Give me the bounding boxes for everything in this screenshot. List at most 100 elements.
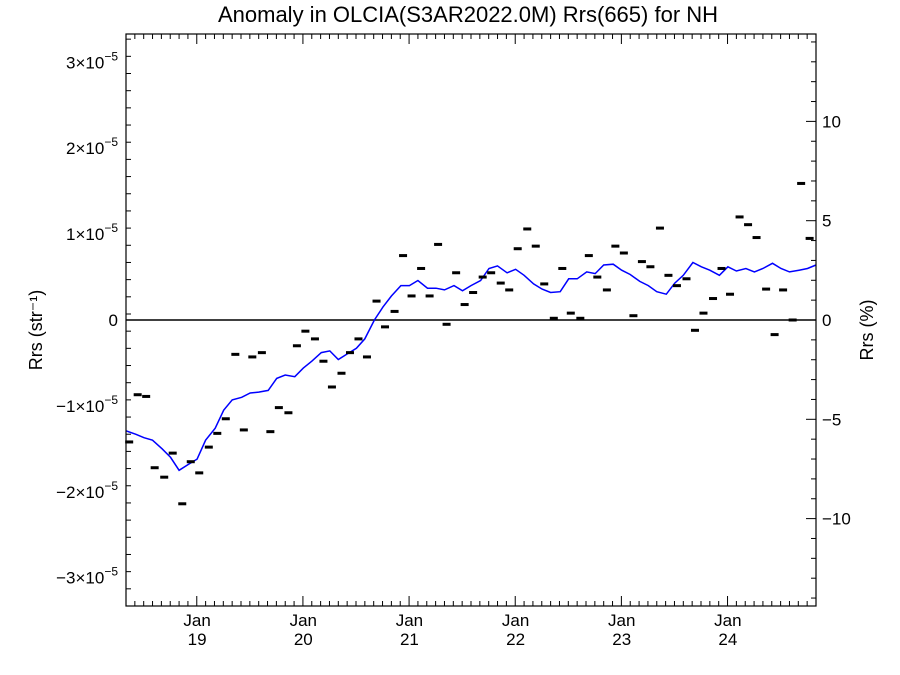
data-point: [460, 303, 469, 307]
data-points-layer: [125, 181, 814, 506]
data-point: [523, 227, 532, 231]
data-point: [362, 355, 371, 359]
data-point: [168, 451, 177, 455]
data-point: [469, 291, 478, 295]
data-point: [487, 271, 496, 275]
data-point: [478, 275, 487, 279]
data-point: [399, 254, 408, 258]
data-point: [239, 428, 248, 432]
data-point: [150, 466, 159, 470]
data-point: [125, 440, 134, 444]
data-point: [310, 337, 319, 341]
data-point: [779, 288, 788, 292]
x-tick-year: 19: [188, 630, 207, 649]
data-point: [178, 502, 187, 506]
x-tick-month: Jan: [608, 611, 635, 630]
y2-tick-label: 5: [822, 212, 831, 231]
data-point: [655, 226, 664, 230]
data-point: [797, 181, 806, 185]
data-point: [619, 251, 628, 255]
data-point: [204, 445, 213, 449]
data-point: [637, 260, 646, 264]
data-point: [735, 215, 744, 219]
data-point: [690, 328, 699, 332]
data-point: [505, 288, 514, 292]
x-tick-month: Jan: [183, 611, 210, 630]
y-tick-label: 3×10−5: [66, 49, 118, 72]
data-point: [319, 359, 328, 363]
data-point: [646, 265, 655, 269]
data-point: [611, 244, 620, 248]
data-point: [345, 351, 354, 355]
data-point: [231, 352, 240, 356]
data-point: [390, 309, 399, 313]
data-point: [566, 311, 575, 315]
x-tick-month: Jan: [290, 611, 317, 630]
data-point: [195, 471, 204, 475]
data-point: [726, 292, 735, 296]
data-point: [425, 294, 434, 298]
data-point: [540, 282, 549, 286]
data-point: [434, 242, 443, 246]
data-point: [805, 236, 814, 240]
data-point: [372, 299, 381, 303]
data-point: [407, 294, 416, 298]
y-tick-label: −2×10−5: [56, 479, 118, 502]
data-point: [531, 244, 540, 248]
data-point: [266, 430, 275, 434]
data-point: [381, 325, 390, 329]
data-point: [744, 223, 753, 227]
x-tick-month: Jan: [502, 611, 529, 630]
data-point: [301, 329, 310, 333]
data-point: [762, 287, 771, 291]
y2-tick-label: −10: [822, 510, 851, 529]
data-point: [629, 314, 638, 318]
data-point: [709, 297, 718, 301]
y-tick-label: 1×10−5: [66, 221, 118, 244]
data-point: [584, 254, 593, 258]
data-point: [442, 322, 451, 326]
plot-frame: [125, 33, 817, 607]
y2-tick-label: 0: [822, 311, 831, 330]
data-point: [337, 371, 346, 375]
data-point: [558, 266, 567, 270]
data-point: [788, 318, 797, 322]
data-point: [142, 394, 151, 398]
data-point: [664, 273, 673, 277]
y-axis-label: Rrs (str⁻¹): [26, 290, 46, 370]
x-tick-month: Jan: [396, 611, 423, 630]
data-point: [593, 275, 602, 279]
data-point: [417, 266, 426, 270]
data-point: [160, 475, 169, 479]
data-point: [213, 431, 222, 435]
x-tick-year: 20: [294, 630, 313, 649]
x-tick-month: Jan: [714, 611, 741, 630]
data-point: [770, 333, 779, 337]
y-tick-label: −3×10−5: [56, 565, 118, 588]
data-point: [576, 316, 585, 320]
chart-title: Anomaly in OLCIA(S3AR2022.0M) Rrs(665) f…: [218, 2, 718, 27]
y-tick-label: 0: [109, 311, 118, 330]
y2-tick-label: 10: [822, 112, 841, 131]
data-point: [221, 417, 230, 421]
data-point: [133, 393, 142, 397]
running-mean-line: [125, 261, 817, 472]
y2-axis-label: Rrs (%): [857, 300, 877, 361]
data-point: [549, 316, 558, 320]
data-point: [752, 236, 761, 240]
data-point: [682, 277, 691, 281]
y2-tick-label: −5: [822, 410, 841, 429]
data-point: [452, 271, 461, 275]
running-mean-layer: [125, 261, 817, 472]
data-point: [672, 284, 681, 288]
data-point: [248, 355, 257, 359]
y-tick-label: 2×10−5: [66, 135, 118, 158]
data-point: [284, 411, 293, 415]
x-tick-year: 24: [718, 630, 737, 649]
data-point: [717, 266, 726, 270]
y-tick-label: −1×10−5: [56, 393, 118, 416]
data-point: [354, 337, 363, 341]
x-tick-year: 22: [506, 630, 525, 649]
data-point: [257, 351, 266, 355]
